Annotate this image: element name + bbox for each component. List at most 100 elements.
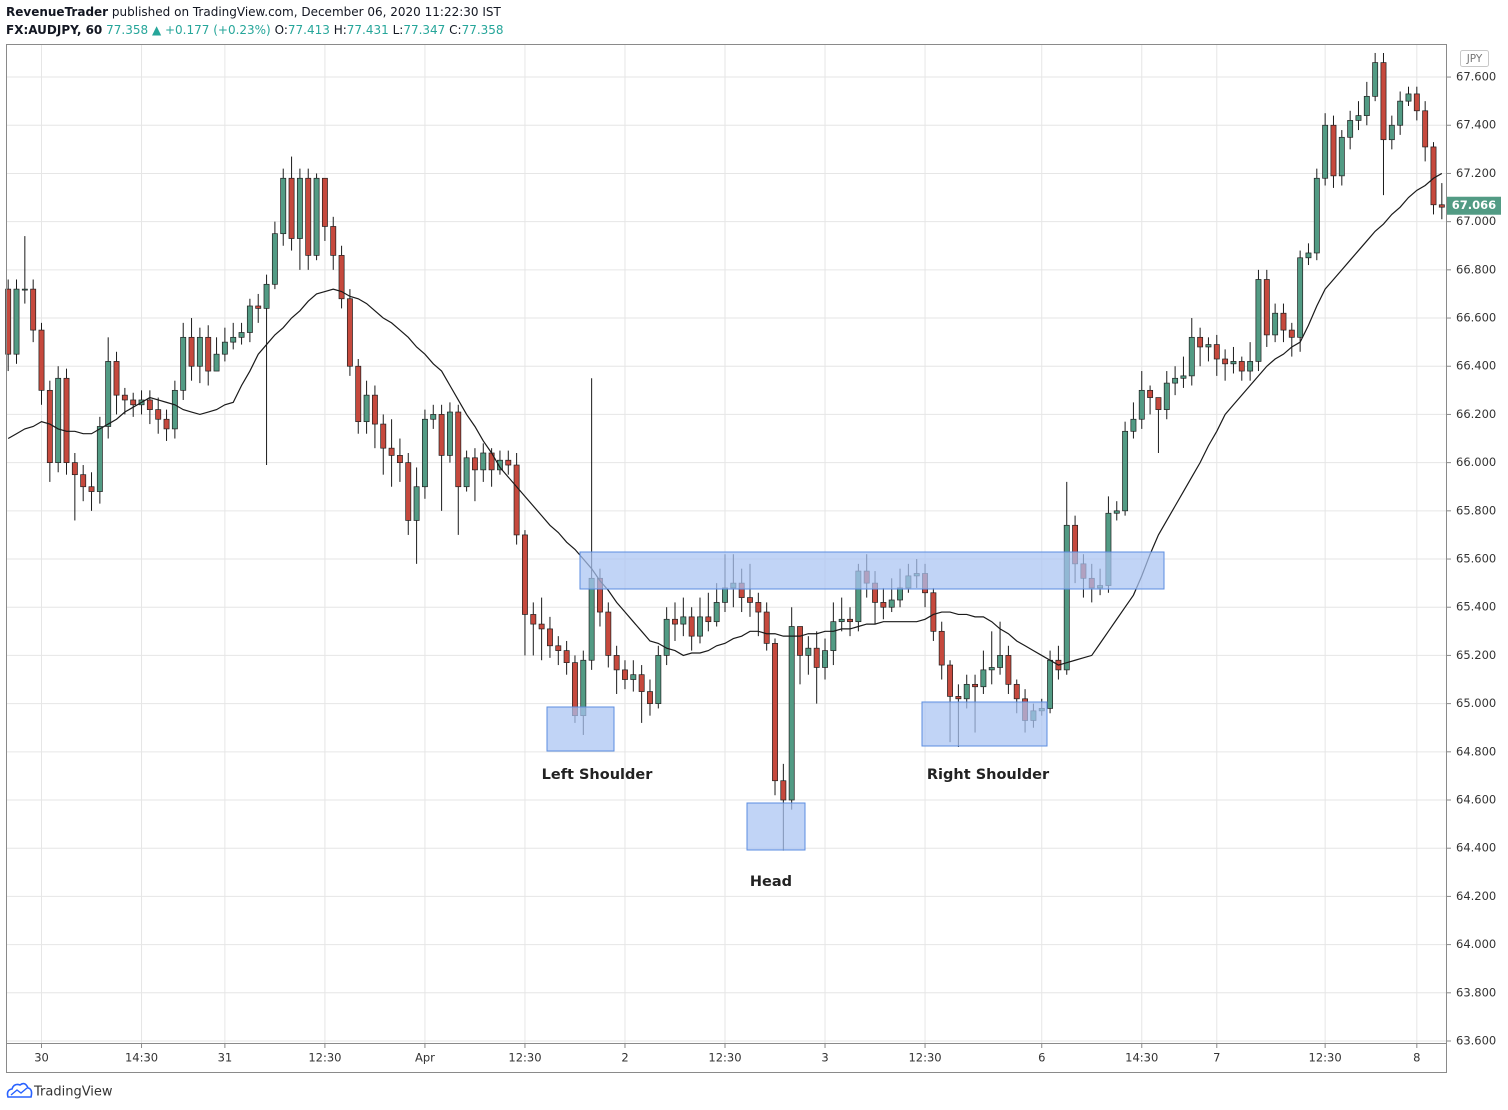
ohlc-label: L:	[393, 23, 404, 37]
candle-body	[930, 592, 937, 632]
candle-body	[555, 645, 562, 651]
candle-body	[263, 283, 270, 309]
candle-body	[313, 177, 320, 256]
candle-body	[121, 394, 128, 401]
candle-body	[705, 616, 712, 623]
x-tick-label: Apr	[415, 1051, 435, 1065]
x-tick-label: 14:30	[1125, 1051, 1158, 1065]
candle-body	[113, 361, 120, 396]
candle-body	[1380, 62, 1387, 141]
candle-body	[805, 647, 812, 656]
candle-body	[447, 411, 453, 456]
candle-body	[96, 426, 103, 492]
candle-body	[1172, 377, 1179, 384]
symbol: FX:AUDJPY, 60	[6, 23, 102, 37]
logo-icon	[10, 1087, 28, 1096]
candle-body	[405, 462, 412, 521]
moving-average-line	[7, 172, 1443, 666]
candle-body	[980, 669, 987, 688]
x-tick-label: 12:30	[908, 1051, 941, 1065]
candle-body	[63, 377, 70, 463]
x-tick-label: 7	[1213, 1051, 1220, 1065]
candle-body	[1238, 361, 1245, 372]
candle-body	[630, 674, 637, 680]
candle-body	[472, 457, 478, 471]
x-tick-label: 14:30	[125, 1051, 158, 1065]
candle-body	[1180, 375, 1187, 379]
candle-body	[388, 447, 395, 456]
candle-body	[822, 650, 828, 668]
candle-body	[55, 377, 62, 463]
candles	[5, 52, 1445, 851]
candle-body	[21, 288, 28, 291]
candle-body	[196, 336, 203, 367]
candle-body	[1197, 336, 1204, 348]
candle-body	[1272, 312, 1279, 336]
candle-body	[622, 669, 628, 680]
candle-body	[321, 177, 328, 227]
neckline-zone	[579, 551, 1165, 590]
candle-body	[146, 399, 153, 410]
candle-body	[205, 336, 212, 372]
candle-body	[547, 628, 553, 647]
candle-body	[1130, 418, 1137, 432]
x-tick-label: 3	[821, 1051, 828, 1065]
candle-body	[271, 233, 278, 285]
candle-body	[1255, 279, 1262, 362]
candle-body	[497, 459, 503, 471]
candle-body	[1388, 124, 1395, 141]
candle-body	[588, 577, 595, 661]
candle-body	[538, 623, 545, 630]
grid	[6, 45, 1446, 1043]
candle-body	[330, 226, 337, 256]
candle-body	[288, 177, 295, 239]
candle-body	[421, 418, 428, 488]
y-tick-label: 67.000	[1456, 214, 1496, 228]
candle-body	[238, 332, 245, 338]
candle-body	[530, 614, 537, 625]
candle-body	[747, 597, 753, 603]
x-tick-label: 12:30	[1309, 1051, 1342, 1065]
candle-body	[1288, 329, 1295, 338]
candle-body	[1363, 95, 1370, 116]
candle-body	[1047, 659, 1054, 709]
candle-body	[280, 177, 287, 235]
author: RevenueTrader	[6, 5, 108, 19]
y-tick-label: 66.200	[1456, 407, 1496, 421]
candle-body	[830, 621, 837, 651]
candle-body	[1230, 361, 1237, 365]
y-tick-label: 66.400	[1456, 359, 1496, 373]
candle-body	[1397, 100, 1404, 126]
candle-body	[305, 177, 312, 256]
candle-body	[722, 587, 728, 603]
candle-body	[1297, 257, 1304, 338]
candle-body	[780, 780, 787, 801]
candle-body	[563, 650, 570, 664]
candle-body	[888, 599, 895, 608]
y-tick-label: 67.600	[1456, 70, 1496, 84]
candle-body	[1188, 336, 1195, 377]
x-tick-label: 30	[34, 1051, 49, 1065]
ohlc-label: O:	[275, 23, 288, 37]
symbol-line: FX:AUDJPY, 60 77.358 ▲ +0.177 (+0.23%) O…	[6, 23, 504, 37]
logo-icon	[6, 1082, 33, 1098]
candle-body	[188, 336, 195, 367]
y-tick-label: 64.800	[1456, 744, 1496, 758]
candle-body	[755, 602, 762, 613]
candle-body	[947, 664, 953, 697]
candle-body	[88, 486, 95, 492]
candle-body	[71, 462, 78, 476]
candle-body	[1222, 358, 1229, 365]
candle-body	[788, 626, 795, 801]
candle-body	[180, 336, 187, 391]
brand: TradingView	[33, 1085, 113, 1100]
candle-body	[955, 696, 962, 700]
y-tick-label: 65.400	[1456, 600, 1496, 614]
candle-body	[1113, 510, 1120, 514]
candle-body	[1430, 146, 1437, 206]
y-tick-label: 64.400	[1456, 841, 1496, 855]
change: ▲ +0.177 (+0.23%)	[152, 23, 271, 37]
y-tick-label: 63.600	[1456, 1034, 1496, 1048]
